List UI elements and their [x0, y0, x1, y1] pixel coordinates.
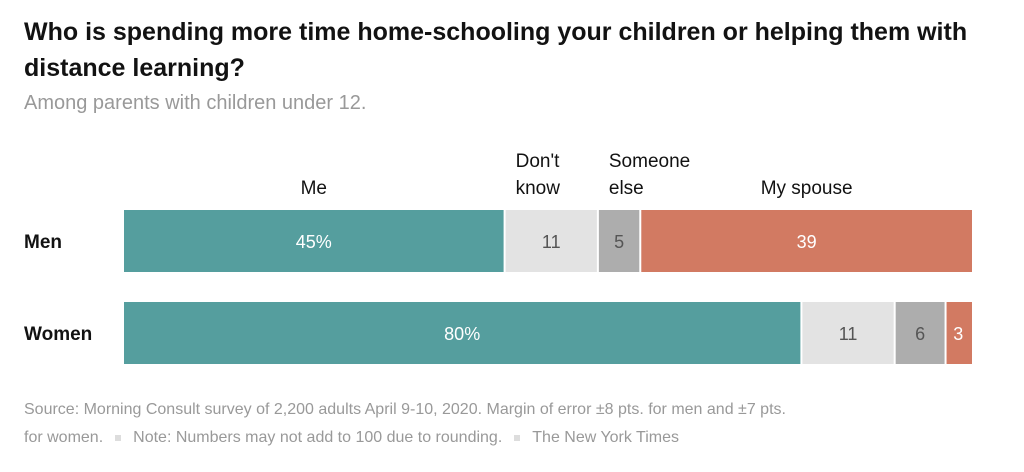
chart-title: Who is spending more time home-schooling… [24, 18, 968, 82]
separator-square [514, 434, 521, 441]
source-line: Source: Morning Consult survey of 2,200 … [24, 401, 786, 418]
value-label-me-women: 80% [444, 324, 480, 344]
bar-don-t-know-women [802, 302, 894, 364]
category-label-someone-else: else [609, 178, 644, 199]
category-label-someone-else: Someone [609, 151, 690, 172]
value-label-someone-else-women: 6 [915, 324, 925, 344]
source-continuation: for women. [24, 429, 104, 446]
bar-someone-else-women [895, 302, 945, 364]
category-label-don-t-know: Don't [516, 151, 560, 172]
notes-line: for women. Note: Numbers may not add to 1… [24, 424, 1004, 452]
value-label-someone-else-men: 5 [614, 232, 624, 252]
bar-someone-else-men [598, 210, 640, 272]
bar-me-women [124, 302, 801, 364]
category-label-don-t-know: know [516, 178, 561, 199]
category-label-my-spouse: My spouse [761, 178, 853, 199]
value-label-don-t-know-men: 11 [542, 232, 561, 252]
value-label-don-t-know-women: 11 [839, 324, 858, 344]
stacked-bar-chart: Men 45% 11 5 39 Women 80% 11 6 3 Me Don't know Someon… [24, 151, 972, 364]
row-label-men: Men [24, 232, 62, 253]
publisher-credit: The New York Times [532, 429, 679, 446]
separator-square [115, 434, 122, 441]
bar-don-t-know-men [505, 210, 597, 272]
rounding-note: Note: Numbers may not add to 100 due to … [133, 429, 503, 446]
value-label-me-men: 45% [296, 232, 332, 252]
bar-my-spouse-women [946, 302, 972, 364]
chart-subtitle: Among parents with children under 12. [24, 92, 367, 114]
source-note: Source: Morning Consult survey of 2,200 … [24, 396, 1004, 452]
value-label-my-spouse-women: 3 [953, 324, 963, 344]
row-label-women: Women [24, 324, 92, 345]
value-label-my-spouse-men: 39 [797, 232, 817, 252]
category-label-me: Me [301, 178, 327, 199]
bar-me-men [124, 210, 504, 272]
bar-my-spouse-men [641, 210, 972, 272]
